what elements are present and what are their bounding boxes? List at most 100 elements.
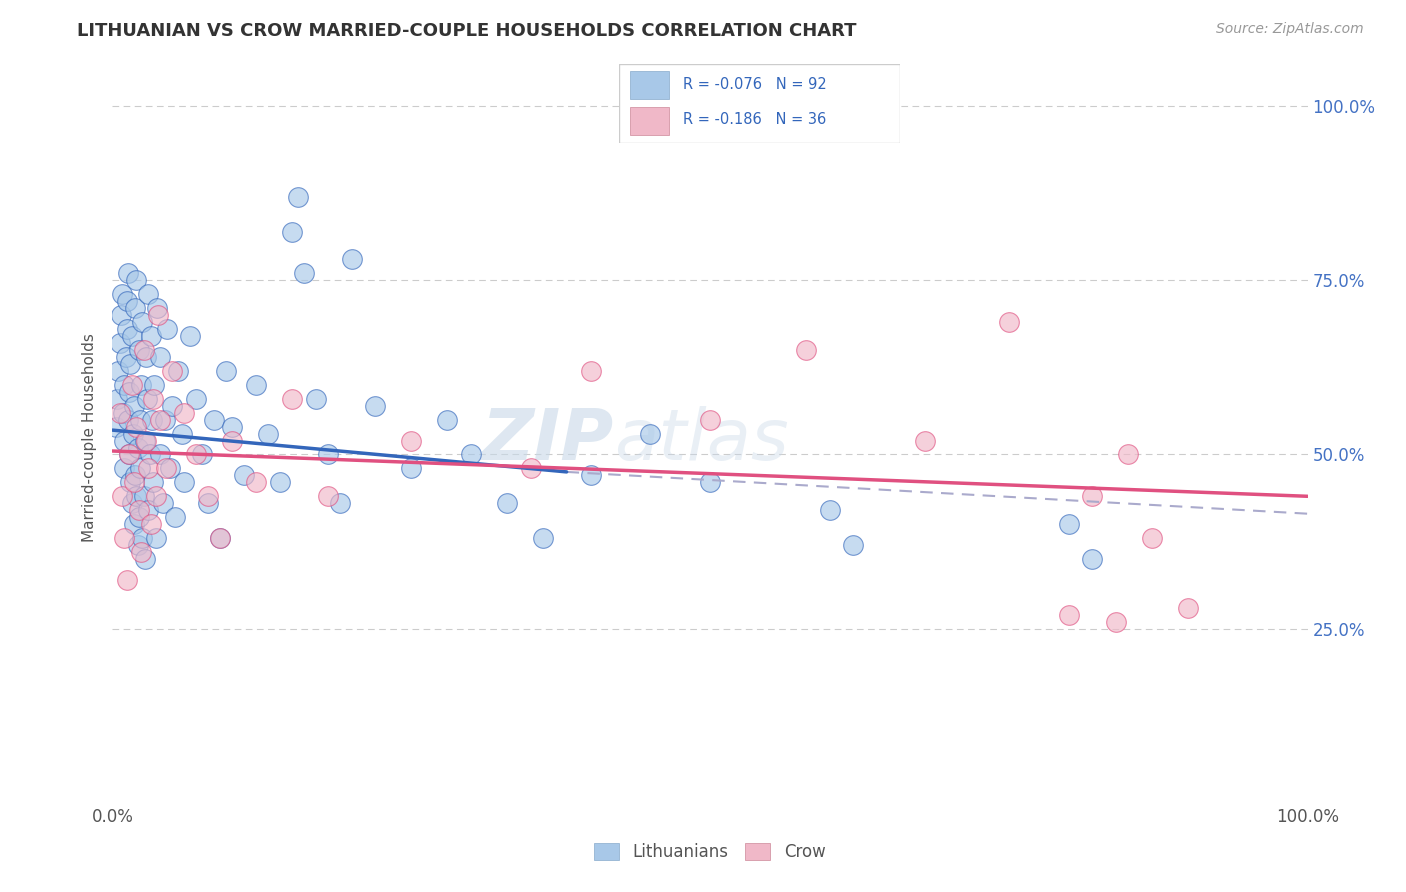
Point	[138, 503, 160, 517]
Point	[132, 343, 155, 357]
Point	[146, 308, 169, 322]
Point	[118, 384, 141, 399]
Point	[794, 343, 817, 357]
Point	[114, 531, 135, 545]
Point	[202, 412, 225, 426]
Text: LITHUANIAN VS CROW MARRIED-COUPLE HOUSEHOLDS CORRELATION CHART: LITHUANIAN VS CROW MARRIED-COUPLE HOUSEH…	[77, 22, 856, 40]
Point	[1081, 552, 1104, 566]
Point	[145, 301, 167, 316]
Point	[1142, 531, 1164, 545]
Point	[124, 301, 146, 316]
Point	[127, 538, 149, 552]
Point	[292, 266, 315, 280]
Point	[145, 489, 167, 503]
Point	[115, 294, 138, 309]
Point	[1057, 517, 1080, 532]
Point	[129, 461, 152, 475]
Point	[125, 273, 148, 287]
Point	[197, 496, 219, 510]
Point	[1105, 615, 1128, 629]
Point	[134, 434, 156, 448]
Point	[233, 468, 256, 483]
Point	[110, 308, 132, 322]
Point	[136, 392, 159, 406]
Point	[579, 468, 602, 483]
Point	[340, 252, 363, 267]
Text: R = -0.076   N = 92: R = -0.076 N = 92	[683, 77, 827, 92]
Point	[115, 322, 138, 336]
Point	[401, 461, 423, 475]
Point	[914, 434, 936, 448]
Point	[257, 426, 280, 441]
Point	[170, 426, 193, 441]
Point	[129, 377, 152, 392]
Point	[127, 441, 149, 455]
Point	[269, 475, 291, 490]
Point	[111, 489, 134, 503]
Point	[287, 190, 309, 204]
Point	[1118, 448, 1140, 462]
Point	[579, 364, 602, 378]
Point	[531, 531, 554, 545]
Point	[149, 448, 172, 462]
Point	[1057, 607, 1080, 622]
Point	[114, 350, 136, 364]
Text: R = -0.186   N = 36: R = -0.186 N = 36	[683, 112, 827, 127]
Point	[640, 426, 662, 441]
Point	[121, 329, 143, 343]
Point	[245, 475, 267, 490]
Point	[1081, 489, 1104, 503]
Point	[156, 322, 179, 336]
Point	[120, 357, 142, 371]
Point	[138, 448, 160, 462]
Point	[117, 412, 139, 426]
Point	[112, 406, 135, 420]
Point	[135, 434, 157, 448]
Point	[496, 496, 519, 510]
Point	[121, 426, 143, 441]
FancyBboxPatch shape	[619, 64, 900, 143]
Point	[209, 531, 232, 545]
Point	[842, 538, 865, 552]
Point	[131, 315, 153, 329]
Point	[121, 496, 143, 510]
Point	[159, 461, 181, 475]
Point	[115, 573, 138, 587]
Point	[520, 461, 543, 475]
Point	[191, 448, 214, 462]
Point	[114, 461, 135, 475]
Point	[121, 377, 143, 392]
Point	[114, 377, 135, 392]
Point	[124, 468, 146, 483]
Point	[108, 336, 131, 351]
Point	[329, 496, 352, 510]
Point	[153, 412, 176, 426]
Point	[125, 489, 148, 503]
Point	[162, 364, 183, 378]
Point	[699, 412, 721, 426]
Point	[111, 287, 134, 301]
Point	[215, 364, 238, 378]
Point	[120, 475, 142, 490]
Point	[122, 517, 145, 532]
Point	[245, 377, 267, 392]
Point	[128, 503, 150, 517]
Point	[316, 448, 339, 462]
Point	[167, 364, 190, 378]
Text: atlas: atlas	[614, 406, 789, 475]
Text: Source: ZipAtlas.com: Source: ZipAtlas.com	[1216, 22, 1364, 37]
Point	[142, 475, 165, 490]
Point	[1177, 600, 1199, 615]
Point	[122, 399, 145, 413]
FancyBboxPatch shape	[630, 107, 669, 135]
Point	[131, 531, 153, 545]
Point	[125, 419, 148, 434]
Point	[152, 496, 174, 510]
Point	[162, 399, 183, 413]
Point	[401, 434, 423, 448]
Point	[998, 315, 1021, 329]
Point	[114, 434, 135, 448]
Point	[818, 503, 841, 517]
Point	[163, 510, 186, 524]
Point	[129, 545, 152, 559]
